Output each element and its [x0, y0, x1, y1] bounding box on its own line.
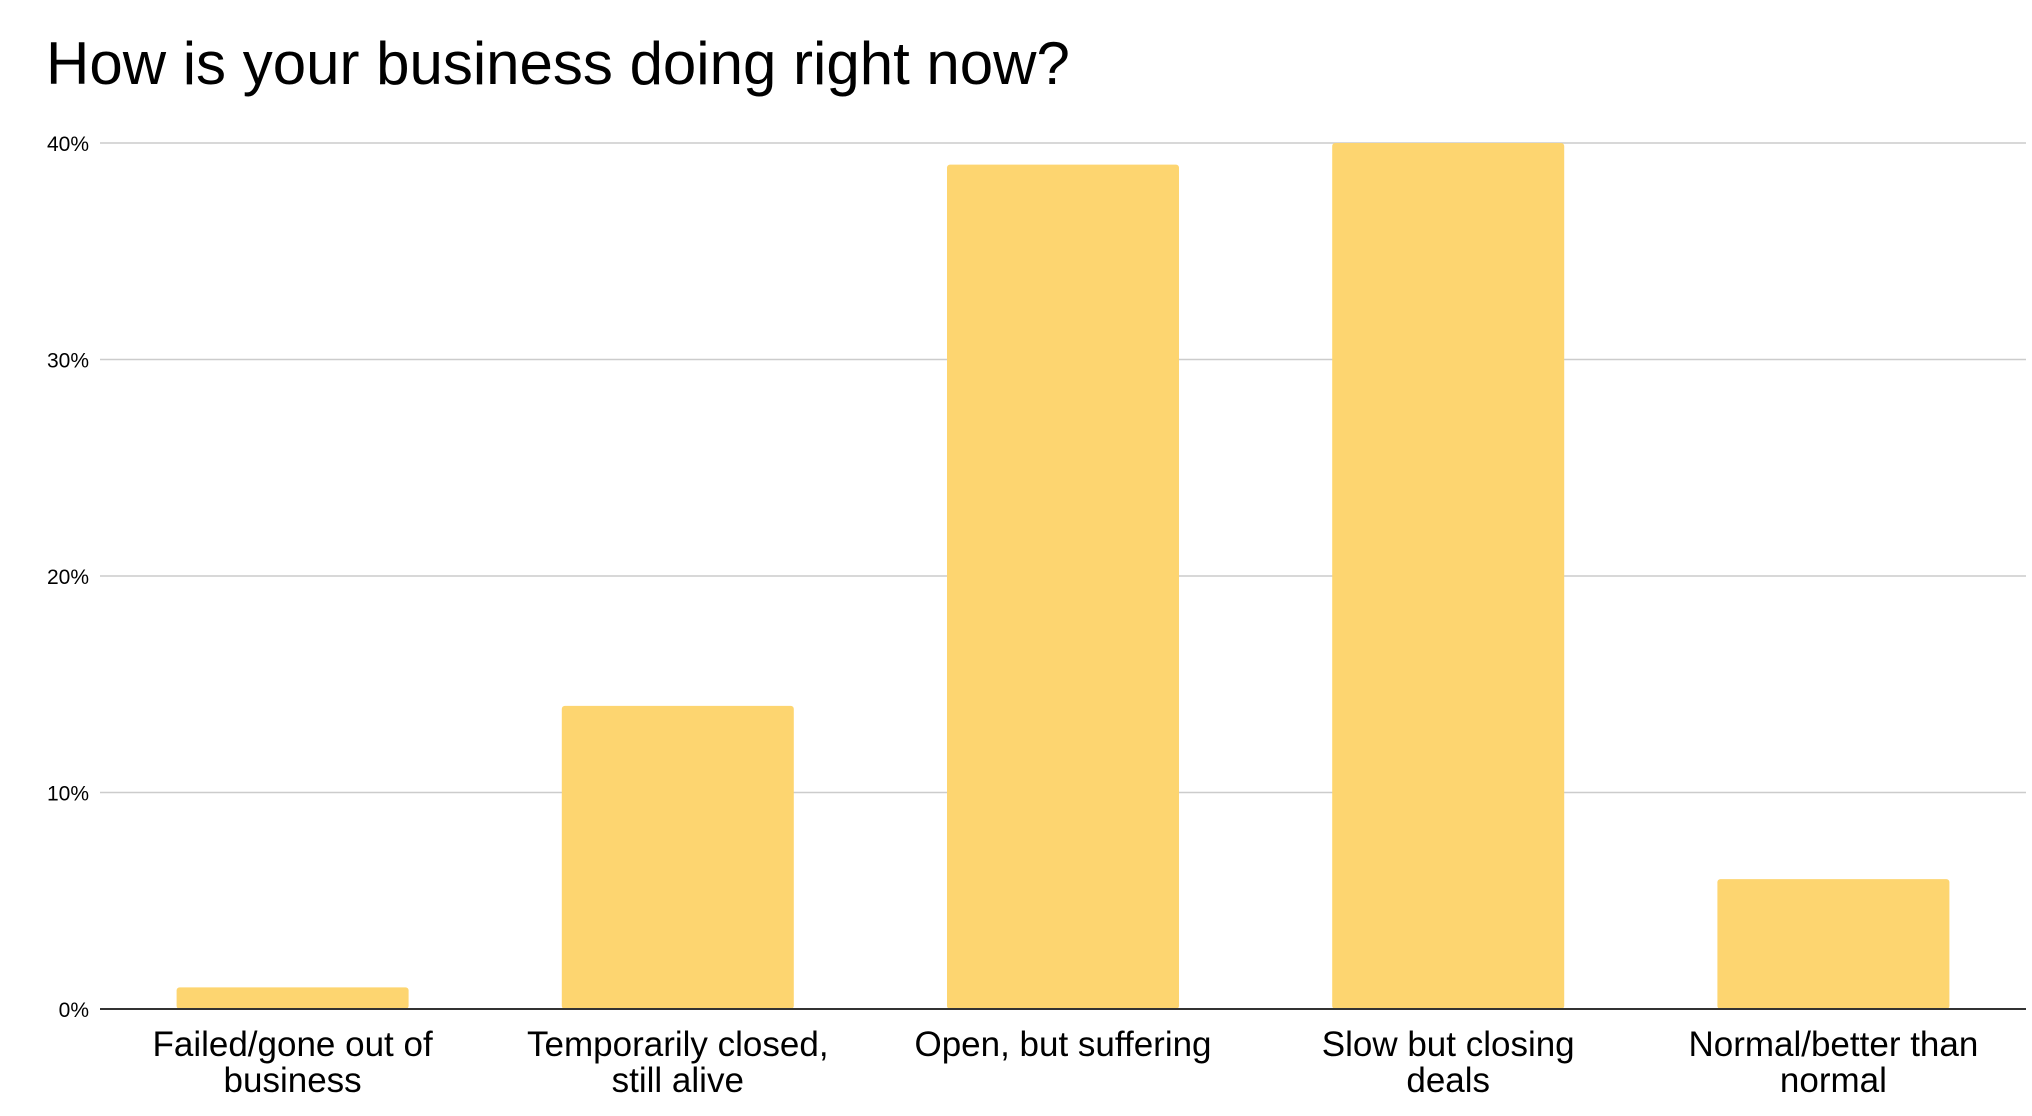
x-category-label: Failed/gone out of business: [152, 1025, 432, 1100]
y-tick-label: 40%: [47, 133, 89, 156]
x-category-label-line: still alive: [612, 1061, 744, 1100]
x-axis-category-labels: Failed/gone out of business Temporarily cl…: [152, 1025, 1978, 1100]
x-category-label-line: deals: [1406, 1061, 1490, 1100]
bar: [1332, 143, 1565, 1009]
bar: [947, 164, 1179, 1009]
chart-title: How is your business doing right now?: [46, 30, 1070, 97]
bars: [176, 143, 1950, 1009]
x-category-label: Temporarily closed, still alive: [527, 1025, 829, 1100]
x-category-label-line: Temporarily closed,: [527, 1025, 829, 1064]
y-tick-label: 30%: [47, 350, 89, 373]
y-tick-label: 0%: [59, 999, 89, 1022]
bar: [1717, 879, 1950, 1009]
x-category-label: Normal/better than normal: [1688, 1025, 1978, 1100]
y-axis-tick-labels: 0% 10% 20% 30% 40%: [47, 133, 89, 1022]
bar: [176, 987, 409, 1009]
x-category-label-line: normal: [1780, 1061, 1887, 1100]
x-category-label-line: Failed/gone out of: [152, 1025, 432, 1064]
bar: [561, 705, 794, 1009]
y-tick-label: 20%: [47, 566, 89, 589]
x-category-label-line: Slow but closing: [1322, 1025, 1575, 1064]
x-category-label: Slow but closing deals: [1322, 1025, 1575, 1100]
x-category-label-line: Normal/better than: [1688, 1025, 1978, 1064]
x-category-label-line: business: [224, 1061, 362, 1100]
x-category-label-line: Open, but suffering: [914, 1025, 1211, 1064]
y-tick-label: 10%: [47, 783, 89, 806]
x-category-label: Open, but suffering: [914, 1025, 1211, 1064]
